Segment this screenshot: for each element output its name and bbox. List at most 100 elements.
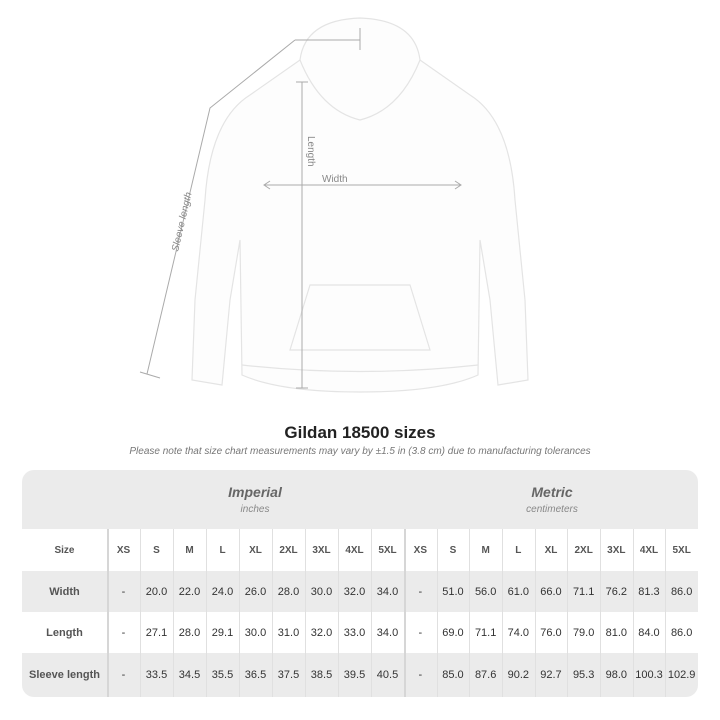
table-cell: 22.0: [178, 585, 201, 598]
table-cell: 34.0: [376, 626, 399, 639]
table-cell: 85.0: [442, 669, 464, 681]
column-divider: [600, 529, 601, 697]
metric-unit: centimeters: [526, 504, 578, 515]
table-cell: 37.5: [277, 669, 300, 681]
column-divider: [338, 529, 339, 697]
table-cell: 66.0: [540, 585, 562, 598]
table-row: Width - 20.0 22.0 24.0 26.0 28.0 30.0 32.0 34.0 - 5…: [22, 571, 698, 612]
table-cell: M: [185, 544, 194, 556]
table-cell: 74.0: [507, 626, 530, 639]
column-divider: [436, 529, 438, 697]
size-header-row: Size XS S M L XL 2XL 3XL 4XL 5XL XS S M L XL 2XL 3XL 4XL 5…: [22, 529, 698, 571]
width-label: Width: [322, 174, 348, 185]
table-row: Sleeve length - 33.5 34.5 35.5 36.5 37.5 38.5 39…: [22, 653, 698, 697]
table-cell: 86.0: [670, 626, 693, 639]
table-cell: 100.3: [635, 669, 663, 681]
table-cell: 69.0: [442, 626, 464, 639]
imperial-title: Imperial: [228, 484, 282, 500]
table-cell: XS: [116, 544, 131, 556]
table-cell: S: [153, 544, 160, 556]
column-divider: [665, 529, 667, 697]
table-cell: M: [481, 544, 490, 556]
sleeve-length-label: Sleeve length: [170, 191, 194, 253]
tolerance-note: Please note that size chart measurements…: [129, 446, 591, 457]
table-cell: -: [121, 585, 126, 598]
metric-header: Metric centimeters: [404, 484, 698, 515]
column-divider: [632, 529, 634, 697]
table-cell: 32.0: [310, 626, 333, 639]
column-divider: [206, 529, 207, 697]
table-cell: 3XL: [607, 544, 626, 556]
table-cell: 71.1: [572, 585, 595, 598]
table-cell: 71.1: [474, 626, 497, 639]
column-divider: [272, 529, 273, 697]
table-header: Imperial inches Metric centimeters: [22, 470, 698, 529]
table-cell: 34.0: [376, 585, 399, 598]
row-label: Width: [49, 585, 80, 598]
table-cell: 102.9: [667, 669, 696, 681]
column-divider: [305, 529, 306, 697]
table-cell: 28.0: [277, 585, 300, 598]
table-cell: 2XL: [574, 544, 593, 556]
table-cell: L: [219, 544, 226, 556]
metric-title: Metric: [531, 484, 573, 500]
table-cell: L: [515, 544, 522, 556]
table-cell: 90.2: [507, 669, 530, 681]
table-cell: -: [418, 626, 423, 639]
table-cell: 29.1: [211, 626, 234, 639]
table-cell: XS: [413, 544, 427, 556]
table-cell: 4XL: [345, 544, 364, 556]
table-cell: 34.5: [178, 669, 201, 681]
table-cell: 30.0: [244, 626, 267, 639]
table-cell: 39.5: [343, 669, 366, 681]
column-divider: [107, 529, 109, 697]
table-cell: 81.0: [605, 626, 628, 639]
column-divider: [404, 529, 406, 697]
column-divider: [502, 529, 503, 697]
table-cell: 33.0: [343, 626, 366, 639]
table-cell: 61.0: [507, 585, 530, 598]
table-cell: 20.0: [145, 585, 168, 598]
table-cell: 31.0: [277, 626, 300, 639]
page-title: Gildan 18500 sizes: [284, 423, 436, 442]
hoodie-diagram: Sleeve length Length Width: [139, 17, 529, 393]
table-row: Length - 27.1 28.0 29.1 30.0 31.0 32.0 33.0 34.0 -…: [22, 612, 698, 653]
size-table: Imperial inches Metric centimeters Size X…: [22, 470, 698, 697]
table-cell: 28.0: [178, 626, 201, 639]
hoodie-illustration: [191, 17, 529, 393]
table-cell: S: [449, 544, 457, 556]
row-label: Size: [54, 544, 75, 556]
table-cell: -: [121, 669, 126, 681]
table-cell: XL: [544, 544, 558, 556]
table-cell: 51.0: [442, 585, 464, 598]
column-divider: [371, 529, 372, 697]
table-cell: 24.0: [211, 585, 234, 598]
row-label: Length: [46, 626, 83, 639]
table-cell: XL: [249, 544, 262, 556]
column-divider: [239, 529, 240, 697]
table-cell: 36.5: [244, 669, 267, 681]
table-cell: 35.5: [211, 669, 234, 681]
table-cell: 4XL: [639, 544, 659, 556]
column-divider: [534, 529, 536, 697]
dimension-lines: [139, 28, 462, 389]
table-cell: 27.1: [145, 626, 168, 639]
table-cell: 40.5: [376, 669, 399, 681]
table-cell: 26.0: [244, 585, 267, 598]
imperial-unit: inches: [240, 504, 270, 515]
table-cell: 30.0: [310, 585, 333, 598]
table-cell: 56.0: [474, 585, 497, 598]
table-cell: 86.0: [670, 585, 693, 598]
table-cell: 84.0: [638, 626, 660, 639]
table-cell: 76.0: [540, 626, 562, 639]
table-cell: 79.0: [572, 626, 595, 639]
table-cell: 3XL: [312, 544, 331, 556]
table-cell: 5XL: [378, 544, 397, 556]
table-cell: -: [121, 626, 126, 639]
column-divider: [140, 529, 141, 697]
table-cell: 32.0: [343, 585, 366, 598]
table-cell: 5XL: [672, 544, 691, 556]
table-cell: -: [418, 585, 423, 598]
table-cell: -: [418, 669, 423, 681]
table-cell: 2XL: [279, 544, 298, 556]
